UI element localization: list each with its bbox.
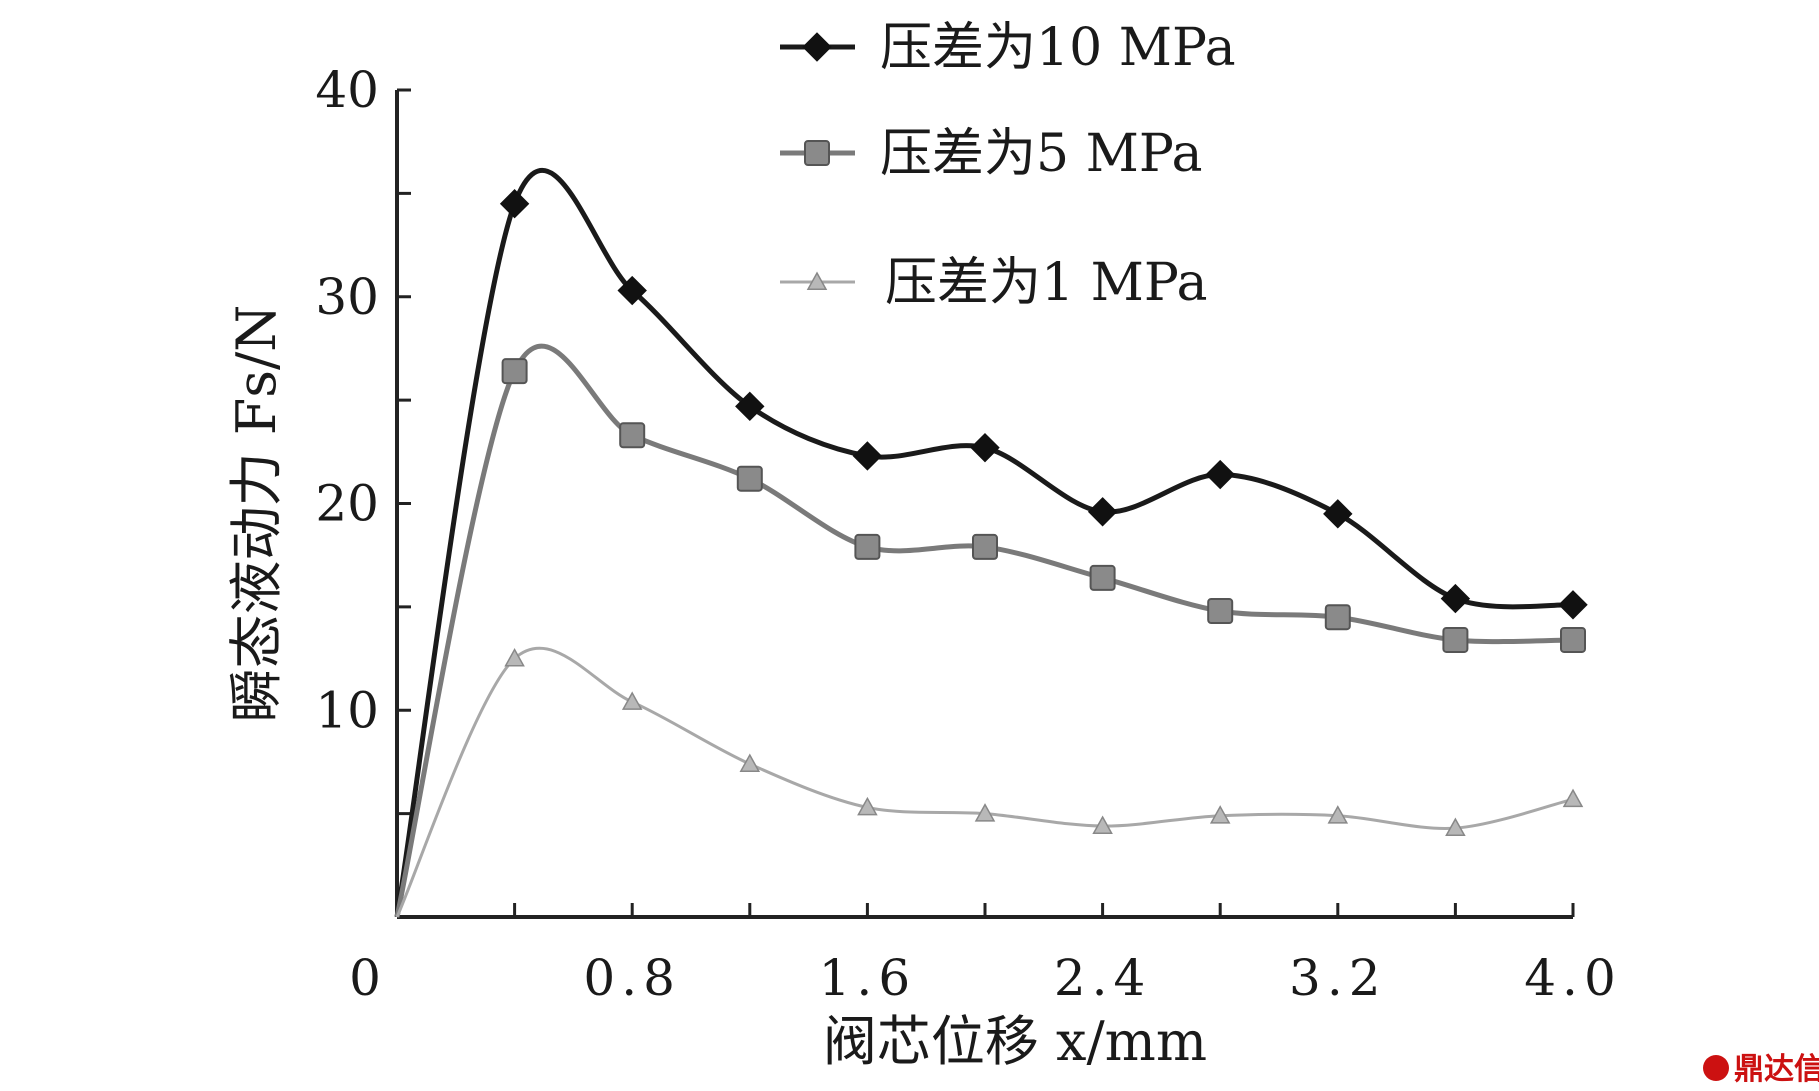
data-point xyxy=(852,441,883,471)
data-point xyxy=(970,432,1000,463)
axes xyxy=(395,88,1575,919)
x-tick-label: 2.4 xyxy=(1054,949,1152,1007)
data-point xyxy=(739,753,761,772)
x-tick-label: 1.6 xyxy=(819,949,917,1007)
watermark: 鼎达信 xyxy=(1703,1052,1819,1087)
series-3 xyxy=(395,646,1584,918)
data-point xyxy=(857,796,878,816)
axis-labels: 10 20 30 40 0.8 1.6 2.4 3.2 4.0 0 阀芯位移 x/mm 瞬态液动力 F… xyxy=(225,61,1622,1073)
y-axis-title: 瞬态液动力 Fs/N xyxy=(225,305,288,723)
legend-label: 压差为10 MPa xyxy=(880,18,1236,78)
series-1 xyxy=(394,168,1588,918)
watermark-text: 鼎达信 xyxy=(1734,1052,1819,1087)
data-point xyxy=(974,803,996,822)
data-point xyxy=(1207,598,1234,625)
data-point xyxy=(1209,805,1231,824)
data-point xyxy=(504,648,525,667)
data-point xyxy=(735,391,765,422)
legend-swatch-marker xyxy=(802,32,832,62)
data-point xyxy=(1205,459,1235,490)
data-point xyxy=(621,691,643,710)
legend-item-3: 压差为1 MPa xyxy=(780,253,1208,313)
legend-swatch-marker xyxy=(804,140,830,166)
data-point xyxy=(501,358,528,385)
data-point xyxy=(736,465,763,492)
data-point xyxy=(1560,626,1586,653)
data-point xyxy=(1562,788,1584,808)
data-point xyxy=(1327,805,1349,824)
legend-label: 压差为1 MPa xyxy=(885,253,1208,313)
legend-item-1: 压差为10 MPa xyxy=(780,18,1236,78)
x-tick-label: 3.2 xyxy=(1289,949,1387,1007)
data-point xyxy=(1324,604,1351,631)
data-point xyxy=(1440,583,1471,614)
data-point xyxy=(1089,564,1116,591)
series-2 xyxy=(394,343,1586,918)
data-point xyxy=(1558,590,1588,620)
series-line xyxy=(395,646,1574,918)
origin-label: 0 xyxy=(349,949,381,1007)
y-tick-label: 10 xyxy=(315,681,379,739)
data-point xyxy=(619,422,646,449)
data-point xyxy=(1442,626,1469,653)
data-point xyxy=(1092,815,1113,834)
x-tick-label: 4.0 xyxy=(1524,949,1622,1007)
x-tick-label: 0.8 xyxy=(583,949,681,1007)
watermark-logo-icon xyxy=(1703,1055,1729,1081)
data-point xyxy=(617,275,647,306)
legend-item-2: 压差为5 MPa xyxy=(780,124,1203,184)
y-tick-label: 40 xyxy=(315,61,379,119)
data-point xyxy=(1087,497,1118,527)
series-line xyxy=(394,343,1574,918)
legend-swatch-marker xyxy=(806,271,828,290)
legend-label: 压差为5 MPa xyxy=(880,124,1203,184)
data-point xyxy=(1323,499,1353,529)
legend: 压差为10 MPa 压差为5 MPa 压差为1 MPa xyxy=(780,18,1236,313)
data-point xyxy=(1445,817,1466,837)
series-layer xyxy=(394,168,1588,918)
x-axis-title: 阀芯位移 x/mm xyxy=(823,1010,1207,1073)
data-point xyxy=(972,533,998,560)
data-point xyxy=(499,189,530,219)
y-tick-label: 30 xyxy=(315,268,379,326)
data-point xyxy=(854,533,881,560)
y-tick-label: 20 xyxy=(315,475,379,533)
